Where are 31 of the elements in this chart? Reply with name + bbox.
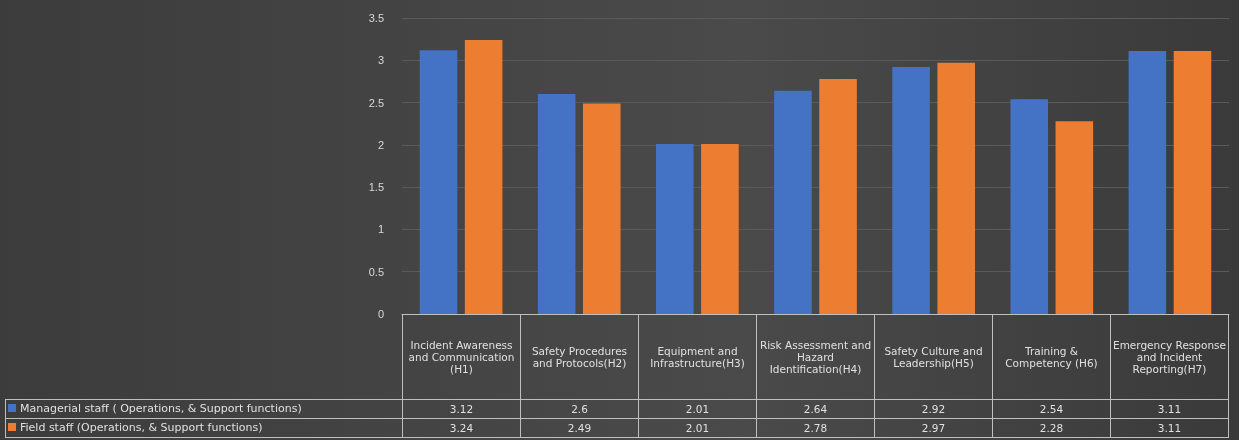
y-tick-label: 1.5 <box>368 181 384 194</box>
x-tick-label: Equipment and Infrastructure(H3) <box>638 314 757 400</box>
data-label: 3.11 <box>1110 399 1229 419</box>
x-tick-label: Risk Assessment and Hazard Identification(H4) <box>756 314 875 400</box>
data-label: 2.78 <box>756 418 875 438</box>
data-label: 2.49 <box>520 418 639 438</box>
x-tick-label: Safety Procedures and Protocols(H2) <box>520 314 639 400</box>
data-label: 3.11 <box>1110 418 1229 438</box>
data-label: 2.54 <box>992 399 1111 419</box>
y-tick-label: 1 <box>377 223 384 236</box>
data-label: 2.6 <box>520 399 639 419</box>
x-tick-label: Safety Culture and Leadership(H5) <box>874 314 993 400</box>
data-label: 3.24 <box>402 418 521 438</box>
data-label: 2.92 <box>874 399 993 419</box>
x-tick-label: Training & Competency (H6) <box>992 314 1111 400</box>
y-tick-label: 2 <box>377 138 384 151</box>
x-tick-label: Emergency Response and Incident Reporting(H7) <box>1110 314 1229 400</box>
y-tick-label: 0 <box>377 308 384 320</box>
y-tick-label: 0.5 <box>368 265 384 278</box>
legend-label: Field staff (Operations, & Support functions) <box>5 418 403 438</box>
x-tick-label: Incident Awareness and Communication (H1) <box>402 314 521 400</box>
y-tick-label: 2.5 <box>368 96 384 109</box>
data-label: 2.97 <box>874 418 993 438</box>
data-label: 2.01 <box>638 399 757 419</box>
y-tick-label: 3 <box>377 54 384 67</box>
data-label: 2.01 <box>638 418 757 438</box>
data-label: 2.28 <box>992 418 1111 438</box>
y-tick-label: 3.5 <box>368 12 384 24</box>
legend-label: Managerial staff ( Operations, & Support functions) <box>5 399 403 419</box>
data-label: 2.64 <box>756 399 875 419</box>
data-label: 3.12 <box>402 399 521 419</box>
